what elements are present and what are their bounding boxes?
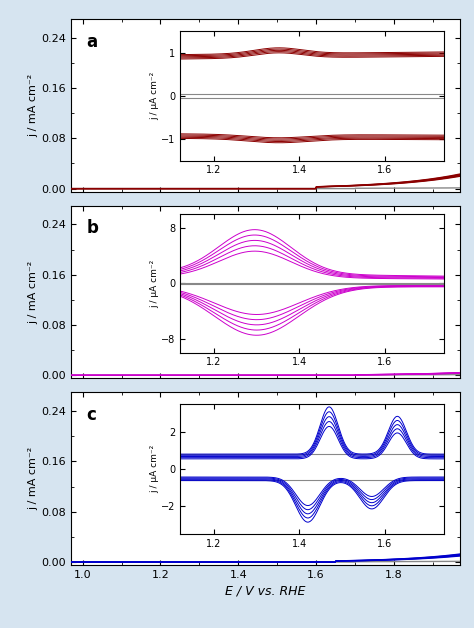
Text: a: a — [87, 33, 98, 51]
Y-axis label: j / mA cm⁻²: j / mA cm⁻² — [28, 447, 38, 511]
X-axis label: E / V vs. RHE: E / V vs. RHE — [225, 584, 306, 597]
Text: b: b — [87, 219, 99, 237]
Text: c: c — [87, 406, 97, 424]
Y-axis label: j / mA cm⁻²: j / mA cm⁻² — [28, 261, 38, 323]
Y-axis label: j / mA cm⁻²: j / mA cm⁻² — [28, 73, 38, 137]
